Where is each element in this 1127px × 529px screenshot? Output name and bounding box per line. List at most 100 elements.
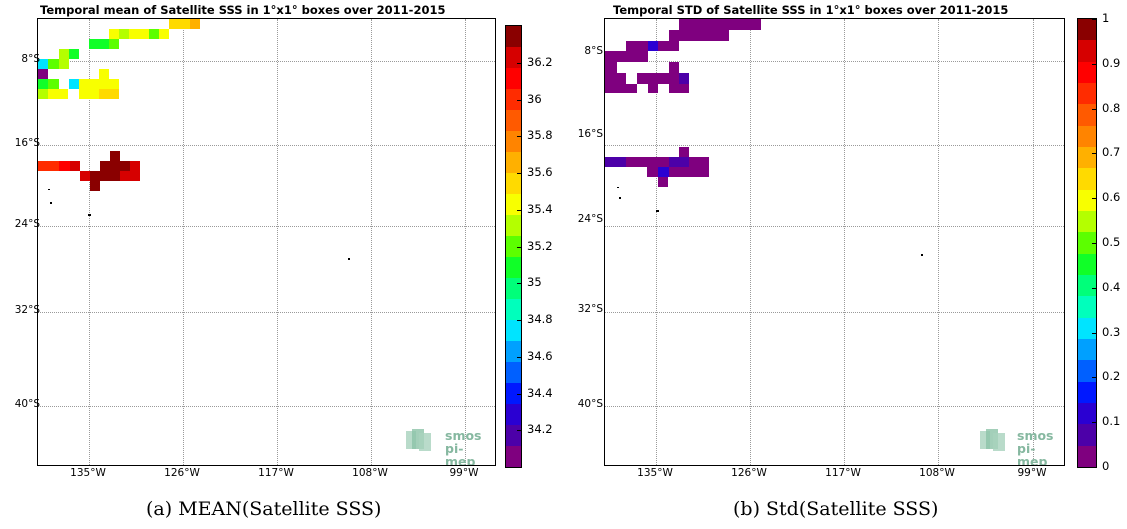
mean-cell [90,171,130,181]
lon-label: 108°W [919,467,955,479]
colorbar-tick-label: 0.3 [1102,324,1121,339]
std-cell [689,157,709,167]
colorbar-tick-label: 0.4 [1102,279,1121,294]
mean-cell [59,49,69,59]
colorbar-tick-mark [517,393,522,395]
mean-cell [69,79,79,89]
std-cell [647,167,658,177]
mean-cell [48,79,59,89]
colorbar-tick-mark [1092,287,1097,289]
island-speck [88,214,91,216]
mean-cell [38,69,48,79]
colorbar-segment [506,362,521,383]
panel-std-title: Temporal STD of Satellite SSS in 1°x1° b… [613,3,1009,17]
colorbar-segment [1078,232,1096,254]
lat-label: 32°S [577,303,603,315]
island-speck [619,197,621,199]
colorbar-tick-mark [1092,377,1097,379]
colorbar-segment [506,89,521,110]
colorbar-segment [506,131,521,152]
colorbar-tick-mark [1092,108,1097,110]
colorbar-tick-mark [517,136,522,138]
lon-label: 135°W [70,467,106,479]
colorbar-segment [506,215,521,236]
lon-label: 135°W [637,467,673,479]
colorbar-segment [1078,190,1096,211]
island-speck [656,210,659,212]
colorbar-segment [506,68,521,89]
island-speck [50,202,52,204]
lon-label: 108°W [352,467,388,479]
mean-cell [79,89,99,99]
colorbar-segment [1078,40,1096,62]
mean-cell [109,39,119,49]
colorbar-segment [506,425,521,446]
colorbar-segment [506,278,521,299]
lon-label: 117°W [258,467,294,479]
colorbar-tick-mark [517,320,522,321]
colorbar-tick-mark [1092,19,1097,20]
colorbar-tick-label: 0.6 [1102,190,1121,205]
colorbar-tick-mark [1092,198,1097,200]
mean-cell [109,29,119,39]
colorbar-segment [506,257,521,278]
colorbar-segment [506,110,521,131]
colorbar-tick-mark [517,430,522,432]
mean-cell [169,19,190,29]
colorbar-segment [1078,318,1096,339]
std-cell [648,84,658,93]
colorbar-tick-label: 35.6 [527,165,553,179]
colorbar-tick-mark [517,209,522,211]
colorbar-tick-label: 34.4 [527,385,553,400]
colorbar-segment [1078,254,1096,275]
lat-label: 8°S [584,45,603,57]
std-cell [605,157,626,167]
lat-label: 40°S [577,398,603,410]
colorbar-tick-label: 0.5 [1102,235,1121,249]
lon-label: 126°W [164,467,200,479]
colorbar-segment [1078,19,1096,40]
colorbar-segment [506,47,521,68]
colorbar-tick-label: 34.2 [527,422,553,437]
colorbar-tick-label: 36.2 [527,54,553,69]
lat-label: 24°S [577,213,603,225]
island-speck [617,187,619,188]
std-cell [605,62,617,73]
panel-mean-title: Temporal mean of Satellite SSS in 1°x1° … [40,3,446,17]
colorbar-tick-mark [517,62,522,64]
colorbar-segment [506,194,521,215]
colorbar-tick-label: 0.7 [1102,145,1121,160]
panel-std-caption: (b) Std(Satellite SSS) [733,498,939,520]
colorbar-tick-mark [517,356,522,358]
colorbar-tick-mark [1092,153,1097,155]
lat-label: 40°S [14,398,40,410]
mean-cell [69,49,79,59]
colorbar-tick-label: 0 [1102,459,1110,473]
mean-cell [59,59,69,69]
colorbar-segment [506,152,521,173]
colorbar-segment [506,341,521,362]
colorbar-tick-mark [517,173,522,174]
colorbar-segment [506,236,521,257]
mean-map-area: smos pi-mep [37,18,496,466]
colorbar-segment [506,299,521,320]
std-cell [669,84,689,93]
std-cell [605,73,626,84]
colorbar-tick-mark [517,283,522,285]
std-cell [626,157,669,167]
colorbar-segment [1078,296,1096,318]
colorbar-tick-mark [517,99,522,101]
colorbar-tick-label: 1 [1102,11,1110,25]
lon-label: 99°W [449,467,479,479]
colorbar-segment [506,383,521,404]
colorbar-segment [506,26,521,47]
lat-label: 24°S [14,218,40,230]
colorbar-segment [1078,83,1096,104]
std-cell [669,157,689,167]
colorbar-segment [1078,275,1096,296]
mean-cell [99,89,119,99]
mean-cell [129,29,149,39]
mean-cell [119,29,129,39]
mean-cell [79,79,119,89]
colorbar-tick-label: 0.8 [1102,100,1121,115]
